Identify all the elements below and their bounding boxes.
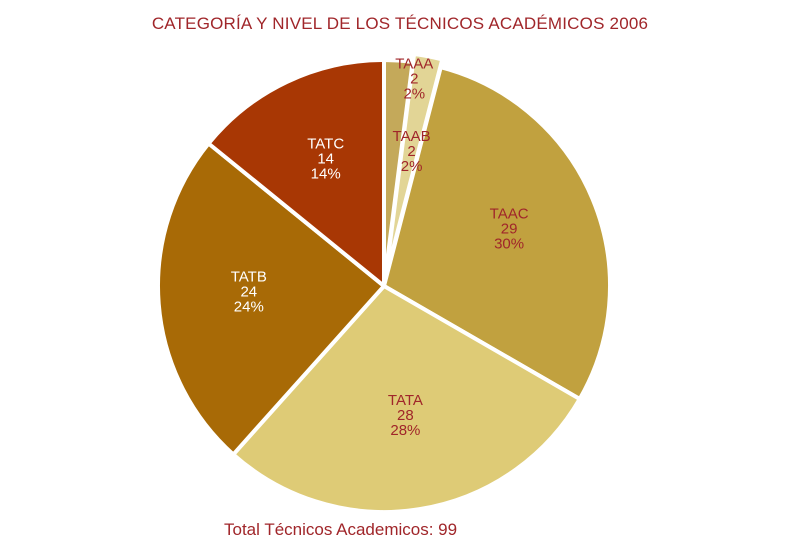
slice-percent: 14% <box>311 166 341 183</box>
pie-slices <box>156 51 612 514</box>
slice-value: 2 <box>410 70 418 87</box>
slice-value: 28 <box>397 407 414 424</box>
slice-label-taab: TAAB 2 2% <box>393 128 431 175</box>
pie-labels: TAAA 2 2%TAAB 2 2%TAAC 29 30%TATA 28 28%TATB 24 24… <box>231 55 529 439</box>
chart-title: CATEGORÍA Y NIVEL DE LOS TÉCNICOS ACADÉM… <box>151 14 649 33</box>
slice-percent: 24% <box>234 299 264 316</box>
pie-slice-tatc <box>206 58 386 288</box>
slice-name: TAAB <box>393 128 431 145</box>
pie-slice-tatb <box>156 141 386 457</box>
slice-name: TATA <box>388 392 423 409</box>
slice-value: 2 <box>407 143 415 160</box>
slice-name: TAAA <box>395 55 433 72</box>
slice-value: 29 <box>501 221 518 238</box>
slice-label-tatb: TATB 24 24% <box>231 269 267 316</box>
slice-name: TATC <box>307 136 344 153</box>
slice-value: 24 <box>240 284 257 301</box>
slice-value: 14 <box>317 151 334 168</box>
slice-percent: 30% <box>494 236 524 253</box>
pie-slice-taac <box>382 65 612 401</box>
slice-name: TAAC <box>490 206 529 223</box>
slice-percent: 28% <box>390 422 420 439</box>
slice-label-taac: TAAC 29 30% <box>490 206 529 253</box>
slice-label-tata: TATA 28 28% <box>388 392 423 439</box>
total-label: Total Técnicos Academicos: 99 <box>224 520 458 539</box>
pie-slice-tata <box>231 284 582 514</box>
slice-name: TATB <box>231 269 267 286</box>
slice-percent: 2% <box>403 85 425 102</box>
slice-label-tatc: TATC 14 14% <box>307 136 344 183</box>
slice-percent: 2% <box>401 158 423 175</box>
slice-label-taaa: TAAA 2 2% <box>395 55 433 102</box>
